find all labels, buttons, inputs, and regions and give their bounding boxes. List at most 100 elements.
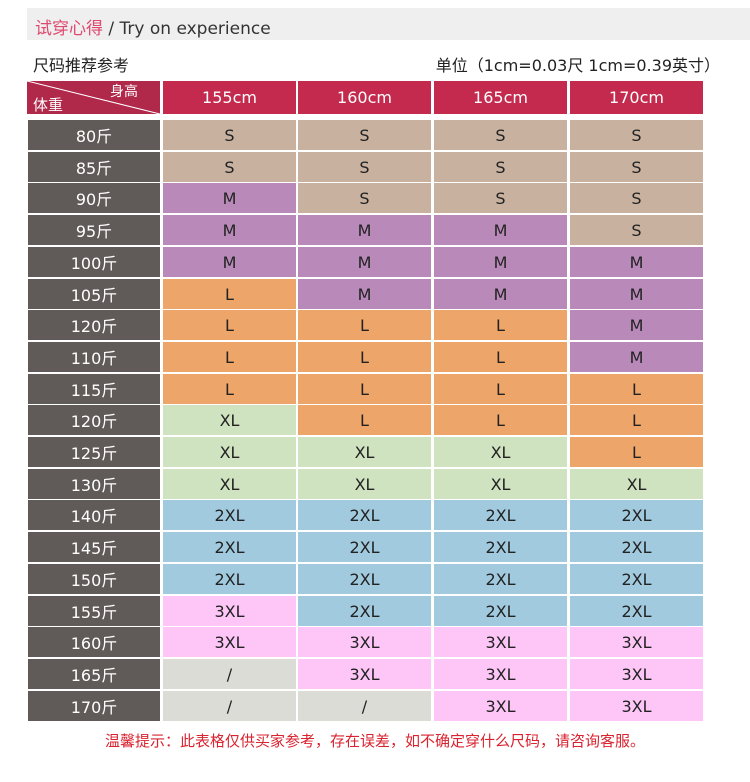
row-header-weight: 120斤	[28, 310, 160, 340]
size-cell: 3XL	[298, 659, 431, 689]
height-axis-label: 身高	[110, 84, 138, 100]
size-cell: /	[163, 659, 296, 689]
size-cell: 3XL	[298, 627, 431, 657]
table-corner-header: 身高 体重	[27, 81, 160, 114]
row-header-weight: 120斤	[28, 405, 160, 435]
size-cell: /	[163, 691, 296, 721]
size-cell: 2XL	[298, 500, 431, 530]
size-cell: M	[570, 247, 703, 277]
row-header-weight: 85斤	[28, 152, 160, 182]
size-cell: XL	[163, 437, 296, 467]
size-cell: XL	[298, 469, 431, 499]
size-cell: L	[163, 342, 296, 372]
size-cell: S	[434, 183, 567, 213]
size-cell: XL	[434, 469, 567, 499]
row-header-weight: 160斤	[28, 627, 160, 657]
size-cell: L	[434, 342, 567, 372]
size-cell: 2XL	[434, 564, 567, 594]
row-header-weight: 155斤	[28, 596, 160, 626]
size-cell: 2XL	[298, 532, 431, 562]
row-header-weight: 150斤	[28, 564, 160, 594]
size-cell: L	[570, 374, 703, 404]
size-cell: M	[570, 310, 703, 340]
row-header-weight: 165斤	[28, 659, 160, 689]
size-cell: 2XL	[434, 596, 567, 626]
size-cell: XL	[298, 437, 431, 467]
diagonal-divider	[27, 81, 160, 114]
column-header-height: 170cm	[570, 81, 703, 114]
size-cell: 3XL	[163, 627, 296, 657]
size-cell: 2XL	[434, 532, 567, 562]
size-recommendation-title: 尺码推荐参考	[33, 56, 130, 75]
size-cell: L	[434, 405, 567, 435]
size-cell: 3XL	[434, 627, 567, 657]
size-cell: S	[298, 152, 431, 182]
size-cell: L	[298, 405, 431, 435]
size-cell: XL	[163, 469, 296, 499]
size-cell: M	[298, 215, 431, 245]
size-cell: 2XL	[298, 596, 431, 626]
size-cell: S	[163, 152, 296, 182]
unit-conversion-note: 单位（1cm=0.03尺 1cm=0.39英寸）	[435, 56, 720, 75]
row-header-weight: 115斤	[28, 374, 160, 404]
size-cell: M	[298, 279, 431, 309]
size-cell: M	[163, 215, 296, 245]
size-cell: M	[570, 342, 703, 372]
size-cell: 2XL	[163, 564, 296, 594]
size-cell: L	[434, 310, 567, 340]
size-cell: 3XL	[163, 596, 296, 626]
column-header-height: 165cm	[434, 81, 567, 114]
footer-warning-note: 温馨提示：此表格仅供买家参考，存在误差，如不确定穿什么尺码，请咨询客服。	[104, 732, 645, 750]
size-cell: L	[434, 374, 567, 404]
size-cell: M	[570, 279, 703, 309]
size-cell: L	[298, 310, 431, 340]
size-cell: S	[434, 120, 567, 150]
row-header-weight: 145斤	[28, 532, 160, 562]
row-header-weight: 130斤	[28, 469, 160, 499]
row-header-weight: 95斤	[28, 215, 160, 245]
row-header-weight: 170斤	[28, 691, 160, 721]
size-cell: S	[570, 120, 703, 150]
size-cell: 2XL	[570, 596, 703, 626]
weight-axis-label: 体重	[33, 96, 64, 114]
size-cell: 2XL	[434, 500, 567, 530]
size-cell: 2XL	[163, 532, 296, 562]
size-cell: M	[163, 183, 296, 213]
size-cell: 3XL	[434, 659, 567, 689]
size-cell: L	[163, 310, 296, 340]
column-header-height: 155cm	[163, 81, 296, 114]
size-cell: 2XL	[570, 500, 703, 530]
size-cell: L	[298, 342, 431, 372]
size-cell: M	[434, 247, 567, 277]
row-header-weight: 125斤	[28, 437, 160, 467]
size-cell: L	[163, 279, 296, 309]
row-header-weight: 140斤	[28, 500, 160, 530]
size-cell: 3XL	[570, 627, 703, 657]
row-header-weight: 105斤	[28, 279, 160, 309]
size-cell: S	[570, 152, 703, 182]
row-header-weight: 80斤	[28, 120, 160, 150]
size-cell: XL	[570, 469, 703, 499]
row-header-weight: 90斤	[28, 183, 160, 213]
size-cell: L	[163, 374, 296, 404]
size-cell: L	[570, 437, 703, 467]
row-header-weight: 110斤	[28, 342, 160, 372]
size-cell: 3XL	[570, 691, 703, 721]
column-header-height: 160cm	[298, 81, 431, 114]
size-cell: 3XL	[570, 659, 703, 689]
size-cell: L	[298, 374, 431, 404]
size-cell: M	[434, 215, 567, 245]
section-header-bar: 试穿心得 / Try on experience	[27, 8, 750, 40]
size-cell: M	[298, 247, 431, 277]
size-cell: 2XL	[570, 532, 703, 562]
size-cell: 2XL	[298, 564, 431, 594]
size-cell: S	[434, 152, 567, 182]
size-cell: S	[163, 120, 296, 150]
size-cell: S	[570, 183, 703, 213]
section-title: 试穿心得 / Try on experience	[35, 14, 271, 39]
size-cell: XL	[434, 437, 567, 467]
size-cell: /	[298, 691, 431, 721]
size-cell: 2XL	[163, 500, 296, 530]
size-cell: M	[434, 279, 567, 309]
size-cell: S	[570, 215, 703, 245]
